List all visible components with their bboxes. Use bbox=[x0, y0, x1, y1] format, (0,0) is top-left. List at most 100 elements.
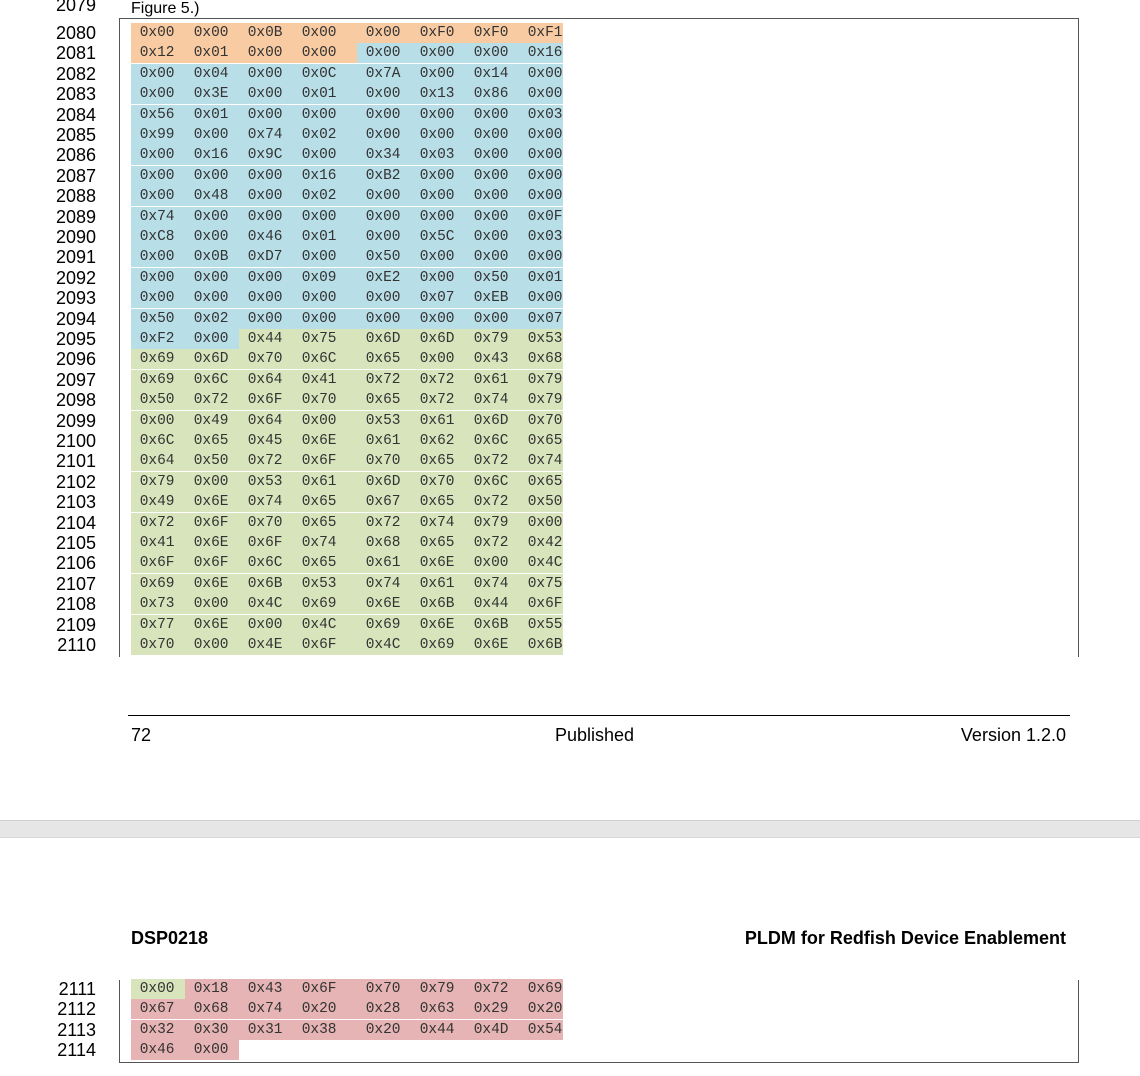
hex-byte: 0x6D bbox=[357, 329, 411, 349]
table2-bottom-border bbox=[119, 1062, 1079, 1063]
hex-byte: 0x00 bbox=[185, 288, 239, 309]
line-number: 2113 bbox=[57, 1019, 96, 1040]
hex-byte: 0x6F bbox=[293, 979, 357, 999]
line-number: 2101 bbox=[55, 451, 96, 472]
hex-byte: 0x00 bbox=[131, 186, 185, 207]
hex-byte: 0x72 bbox=[411, 390, 465, 411]
hex-byte: 0x64 bbox=[131, 451, 185, 472]
hex-byte: 0x6B bbox=[411, 594, 465, 615]
hex-byte: 0x77 bbox=[131, 614, 185, 635]
hex-byte: 0x74 bbox=[239, 492, 293, 513]
hex-byte: 0x00 bbox=[519, 186, 563, 207]
hex-byte: 0x70 bbox=[293, 390, 357, 411]
line-number: 2095 bbox=[55, 329, 96, 349]
hex-byte: 0x79 bbox=[465, 329, 519, 349]
hex-byte: 0x69 bbox=[131, 573, 185, 594]
hex-byte: 0x00 bbox=[131, 84, 185, 105]
hex-byte: 0x74 bbox=[357, 573, 411, 594]
hex-byte: 0x00 bbox=[519, 512, 563, 533]
hex-byte: 0x09 bbox=[293, 267, 357, 288]
hex-byte: 0x74 bbox=[519, 451, 563, 472]
hex-byte: 0x00 bbox=[293, 247, 357, 268]
hex-byte: 0x70 bbox=[411, 471, 465, 492]
hex-byte: 0x00 bbox=[239, 288, 293, 309]
hex-byte: 0x75 bbox=[519, 573, 563, 594]
hex-byte: 0x6C bbox=[131, 431, 185, 451]
hex-byte: 0x6F bbox=[185, 512, 239, 533]
hex-byte: 0x34 bbox=[357, 145, 411, 166]
hex-byte: 0x6F bbox=[239, 390, 293, 411]
line-number: 2079 bbox=[55, 0, 96, 15]
hex-byte: 0x45 bbox=[239, 431, 293, 451]
hex-byte: 0x00 bbox=[239, 267, 293, 288]
line-number: 2080 bbox=[55, 23, 96, 43]
hex-byte: 0x03 bbox=[411, 145, 465, 166]
hex-byte: 0x61 bbox=[293, 471, 357, 492]
hex-byte: 0x38 bbox=[293, 1019, 357, 1040]
hex-byte: 0xF2 bbox=[131, 329, 185, 349]
hex-byte: 0x72 bbox=[465, 533, 519, 553]
hex-byte: 0x00 bbox=[519, 125, 563, 145]
hex-byte: 0x16 bbox=[293, 165, 357, 186]
hex-byte: 0x00 bbox=[239, 104, 293, 125]
hex-byte: 0x79 bbox=[519, 390, 563, 411]
hex-byte: 0x74 bbox=[239, 999, 293, 1020]
hex-byte: 0x6C bbox=[185, 369, 239, 390]
hex-byte: 0x00 bbox=[465, 43, 519, 64]
table-left-border bbox=[119, 18, 120, 657]
hex-byte: 0x6D bbox=[411, 329, 465, 349]
hex-byte: 0x0B bbox=[239, 23, 293, 43]
hex-byte: 0x6E bbox=[185, 573, 239, 594]
hex-byte: 0x00 bbox=[411, 125, 465, 145]
hex-byte: 0x6E bbox=[411, 553, 465, 574]
hex-byte: 0x69 bbox=[293, 594, 357, 615]
line-number: 2103 bbox=[55, 492, 96, 513]
hex-byte: 0x6E bbox=[357, 594, 411, 615]
hex-byte: 0x67 bbox=[357, 492, 411, 513]
hex-byte: 0x16 bbox=[185, 145, 239, 166]
hex-byte: 0x43 bbox=[465, 349, 519, 370]
hex-byte: 0x00 bbox=[131, 410, 185, 431]
hex-byte: 0x13 bbox=[411, 84, 465, 105]
hex-byte: 0x00 bbox=[185, 635, 239, 655]
hex-byte: 0x43 bbox=[239, 979, 293, 999]
hex-byte: 0x01 bbox=[519, 267, 563, 288]
hex-byte: 0x00 bbox=[357, 104, 411, 125]
hex-byte: 0x14 bbox=[465, 63, 519, 84]
hex-byte: 0x00 bbox=[293, 308, 357, 329]
hex-byte: 0x00 bbox=[131, 267, 185, 288]
hex-byte: 0x20 bbox=[519, 999, 563, 1020]
hex-byte: 0x6C bbox=[239, 553, 293, 574]
hex-byte: 0x00 bbox=[519, 288, 563, 309]
line-number: 2108 bbox=[55, 594, 96, 615]
hex-byte: 0x74 bbox=[131, 206, 185, 227]
hex-byte: 0x00 bbox=[185, 23, 239, 43]
hex-byte: 0x20 bbox=[357, 1019, 411, 1040]
hex-byte: 0x00 bbox=[357, 227, 411, 247]
publication-status: Published bbox=[555, 725, 635, 745]
hex-byte: 0x00 bbox=[465, 145, 519, 166]
hex-byte: 0x72 bbox=[357, 512, 411, 533]
line-number: 2091 bbox=[55, 247, 96, 268]
hex-byte: 0x00 bbox=[357, 206, 411, 227]
hex-byte: 0x01 bbox=[293, 84, 357, 105]
hex-byte: 0x73 bbox=[131, 594, 185, 615]
hex-byte: 0x00 bbox=[465, 186, 519, 207]
hex-byte: 0x6C bbox=[293, 349, 357, 370]
hex-byte: 0x00 bbox=[131, 288, 185, 309]
line-number: 2097 bbox=[55, 369, 96, 390]
hex-byte: 0x00 bbox=[293, 23, 357, 43]
hex-byte: 0x74 bbox=[293, 533, 357, 553]
hex-byte: 0x00 bbox=[357, 288, 411, 309]
line-number: 2085 bbox=[55, 125, 96, 145]
hex-byte: 0x00 bbox=[519, 247, 563, 268]
hex-byte: 0x69 bbox=[519, 979, 563, 999]
hex-byte: 0x07 bbox=[519, 308, 563, 329]
hex-byte: 0x72 bbox=[185, 390, 239, 411]
hex-byte: 0x86 bbox=[465, 84, 519, 105]
hex-byte: 0x79 bbox=[411, 979, 465, 999]
hex-byte: 0x00 bbox=[185, 206, 239, 227]
hex-byte: 0x54 bbox=[519, 1019, 563, 1040]
hex-byte: 0x00 bbox=[465, 553, 519, 574]
hex-byte: 0x65 bbox=[519, 431, 563, 451]
